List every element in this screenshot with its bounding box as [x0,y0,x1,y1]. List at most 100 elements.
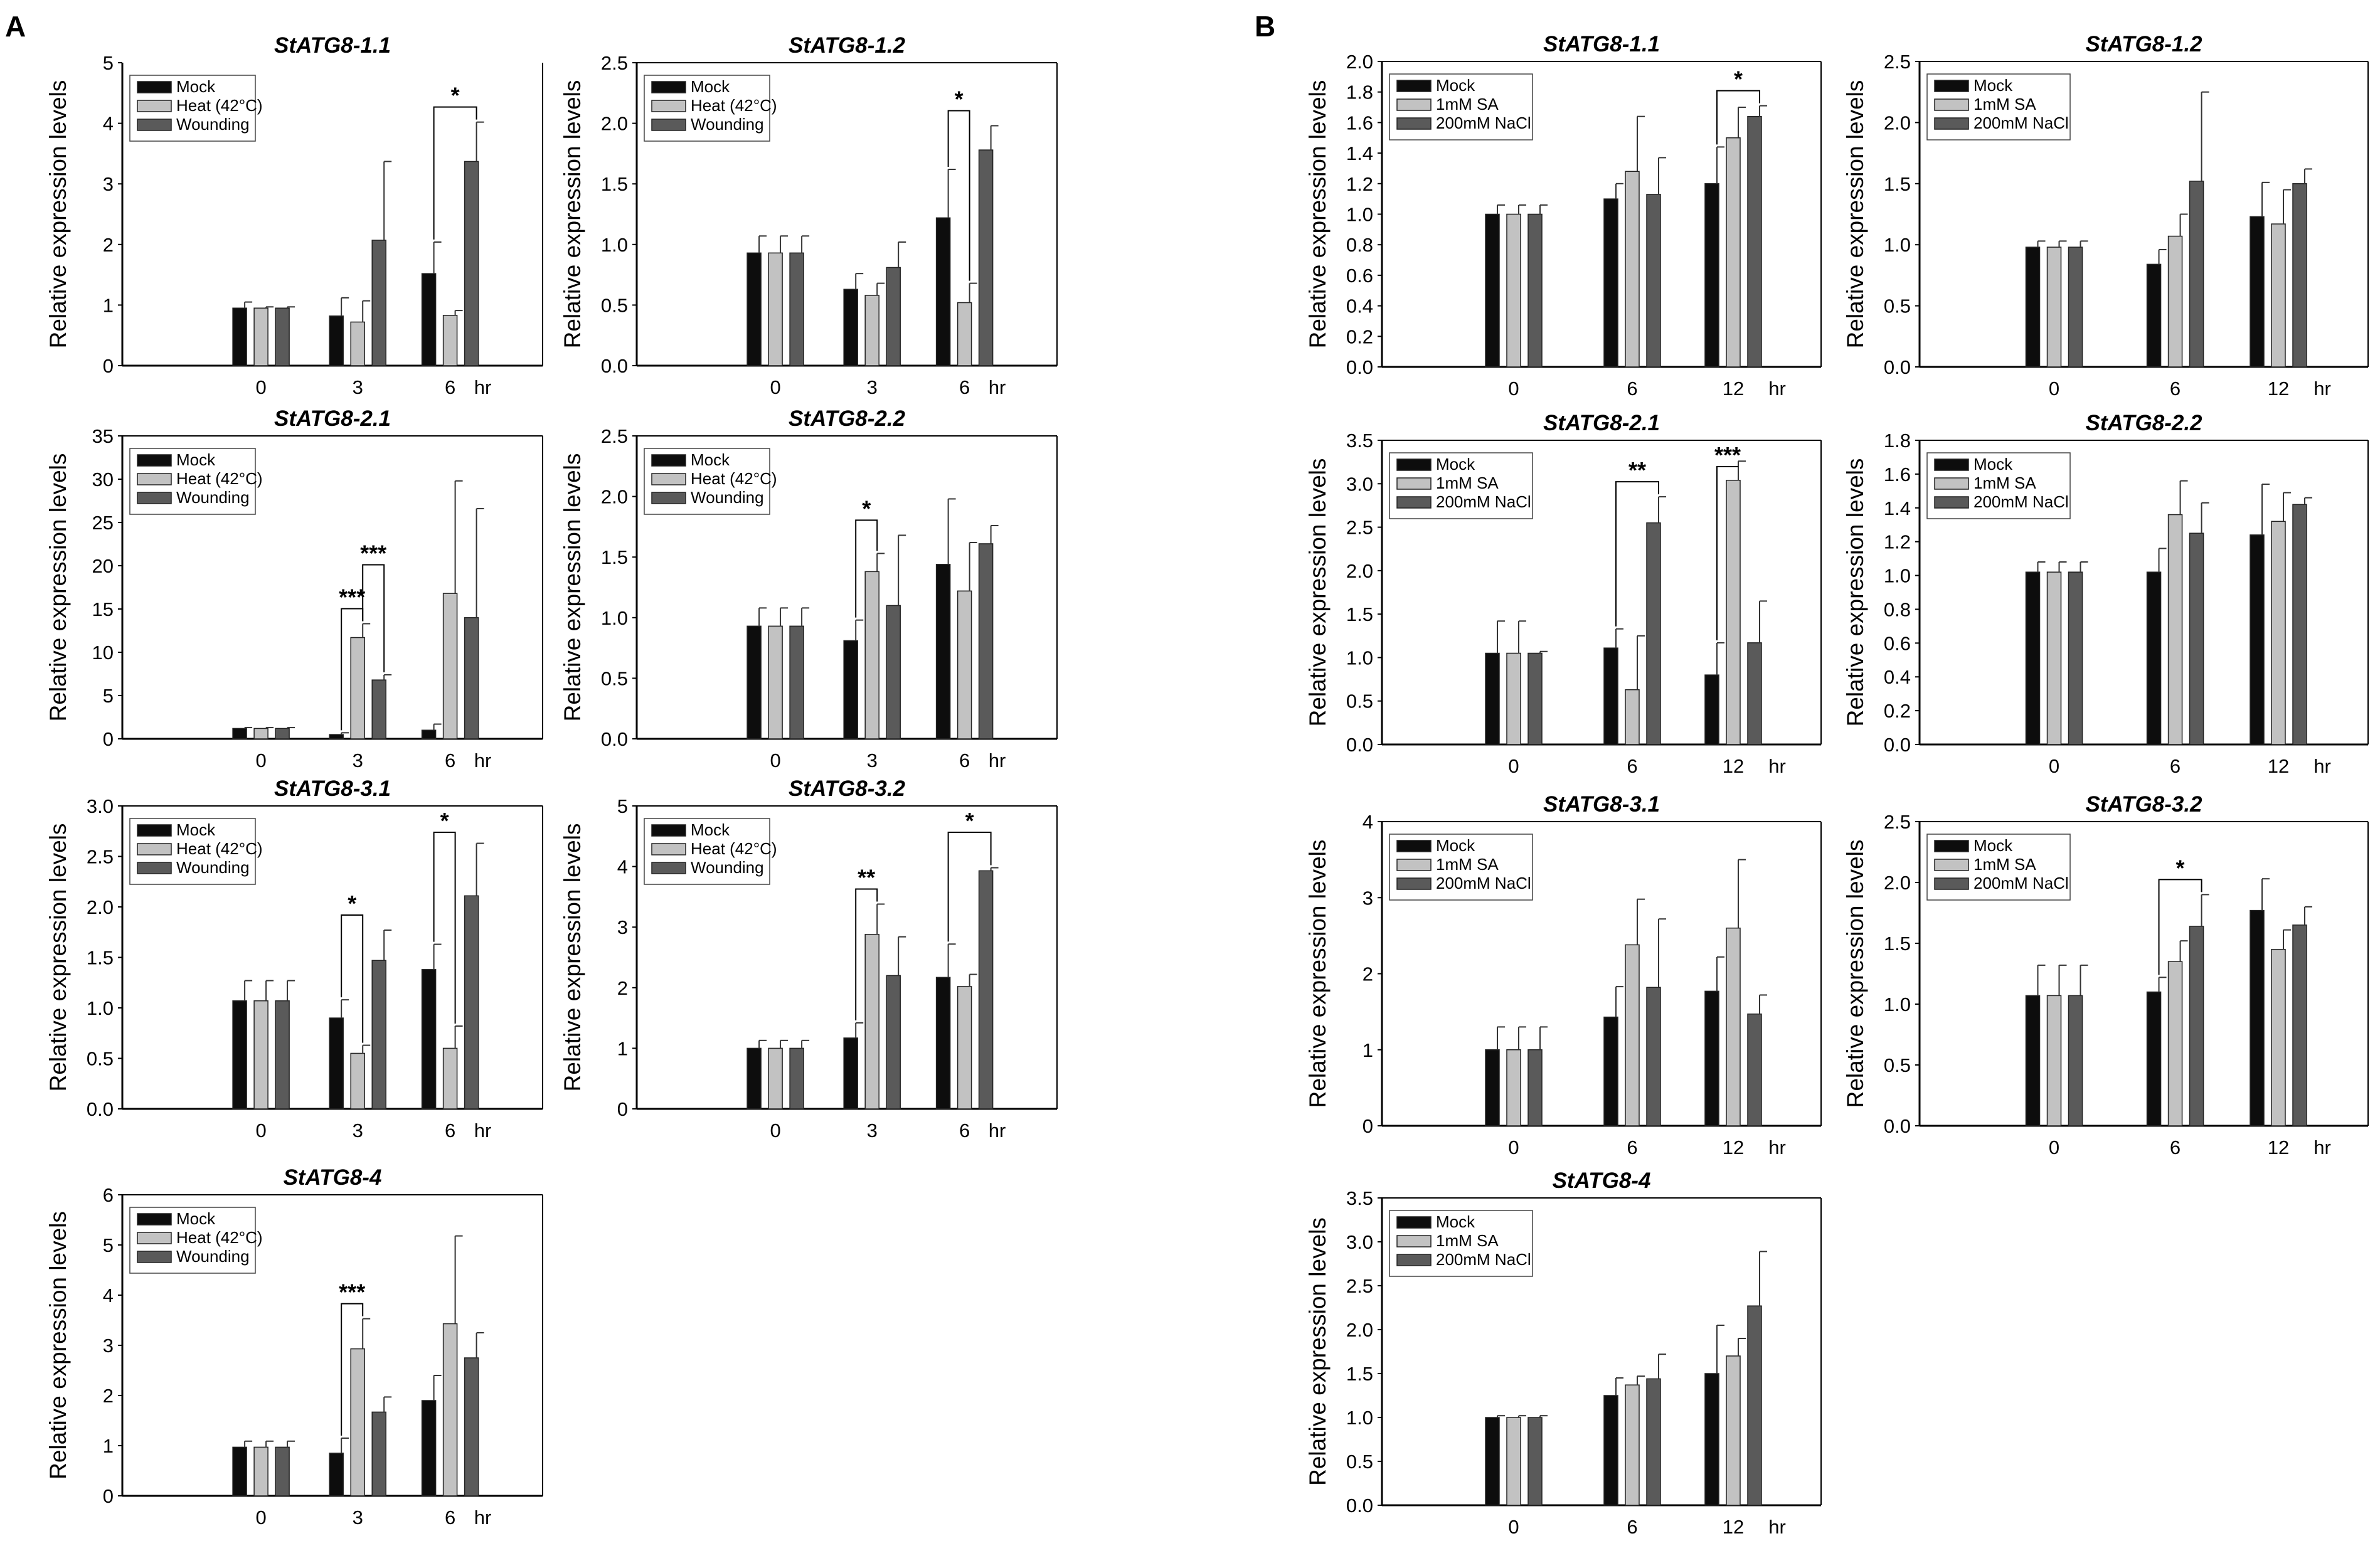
y-tick-label: 10 [92,642,114,664]
legend-label: Heat (42°C) [176,1228,263,1247]
bar-mock [843,640,858,739]
bar-wounding [275,307,290,366]
bar-mock [421,729,437,739]
y-tick-label: 2 [103,1385,114,1407]
legend-label: 1mM SA [1974,95,2036,114]
bar-wounding [371,679,386,739]
x-tick-label: 12 [2268,378,2289,400]
legend-label: Wounding [176,488,250,507]
y-axis-label: Relative expression levels [560,823,585,1092]
y-tick-label: 35 [92,425,114,447]
bar-1mm-sa [1625,689,1640,745]
x-axis-label: hr [474,376,492,398]
x-tick-label: 0 [770,749,780,771]
legend-swatch [1396,1254,1432,1266]
legend-swatch [1396,80,1432,92]
legend-swatch [1934,80,1969,92]
bar-mock [935,977,951,1109]
y-tick-label: 3.0 [1346,473,1373,495]
y-tick-label: 0 [103,1485,114,1507]
x-axis-label: hr [989,1120,1006,1141]
x-tick-label: 0 [255,749,266,771]
panel-label: B [1255,10,1275,43]
legend-swatch [1396,1235,1432,1247]
x-tick-label: 12 [1723,1516,1744,1538]
legend-label: Heat (42°C) [176,96,263,115]
chart-panel: StATG8-2.1 Relative expression levels 0 5 10… [45,406,543,771]
bar-200mm-nacl [1646,522,1661,745]
bar-heat-42-c- [442,593,458,739]
bar-1mm-sa [2167,961,2183,1126]
legend-label: Mock [1436,836,1475,855]
bar-wounding [978,870,994,1109]
bar-wounding [371,960,386,1109]
x-tick-label: 12 [1723,755,1744,777]
legend-swatch [651,81,686,93]
legend-label: Mock [691,77,730,96]
y-tick-label: 1.6 [1884,463,1911,485]
y-tick-label: 1.5 [87,947,114,969]
y-tick-label: 1.0 [1346,204,1373,226]
legend-label: Mock [1974,76,2013,95]
legend-label: Mock [1436,76,1475,95]
x-tick-label: 6 [445,749,455,771]
bar-wounding [464,895,479,1109]
bar-wounding [789,1047,804,1109]
y-tick-label: 2 [103,234,114,256]
significance-star: * [440,808,449,834]
x-axis-label: hr [2314,1136,2331,1158]
significance-star: *** [360,540,386,566]
bar-200mm-nacl [1646,987,1661,1126]
chart-title: StATG8-2.1 [1543,411,1660,435]
bar-200mm-nacl [1527,1417,1543,1506]
y-tick-label: 2.0 [601,113,628,135]
bar-200mm-nacl [2292,183,2307,368]
bar-1mm-sa [1726,928,1741,1126]
significance-star: ** [858,864,875,890]
chart-title: StATG8-3.2 [789,776,906,801]
x-tick-label: 3 [353,749,363,771]
bar-heat-42-c- [768,252,783,366]
y-tick-label: 1.5 [1884,933,1911,955]
bar-mock [329,734,344,739]
legend-label: 200mM NaCl [1974,492,2069,511]
bar-heat-42-c- [350,637,365,739]
y-tick-label: 6 [103,1184,114,1206]
y-tick-label: 0.2 [1346,326,1373,347]
bar-heat-42-c- [253,728,268,739]
legend-swatch [1934,859,1969,871]
x-tick-label: 6 [445,1507,455,1528]
x-tick-label: 12 [1723,378,1744,400]
legend-label: 200mM NaCl [1436,492,1531,511]
chart-panel: StATG8-1.1 Relative expression levels 0 1 2 3… [45,33,543,398]
legend-label: Mock [691,450,730,469]
x-tick-label: 3 [867,1120,878,1141]
chart-panel: StATG8-3.2 Relative expression levels 0.0 0… [1842,792,2369,1158]
bar-mock [1603,647,1618,745]
bar-mock [746,1047,762,1109]
legend-swatch [1934,840,1969,852]
y-tick-label: 3.5 [1346,1187,1373,1209]
x-axis-label: hr [989,749,1006,771]
bar-1mm-sa [2271,948,2286,1126]
bar-200mm-nacl [1747,1305,1762,1506]
y-tick-label: 1.4 [1346,142,1373,164]
legend-label: Wounding [691,488,764,507]
x-tick-label: 6 [2170,755,2181,777]
legend-label: 200mM NaCl [1436,1250,1531,1269]
bar-mock [329,315,344,366]
bar-wounding [275,1000,290,1109]
bar-mock [2146,991,2162,1126]
y-tick-label: 2.0 [87,896,114,918]
legend-swatch [137,492,172,504]
y-tick-label: 1.5 [601,546,628,568]
x-tick-label: 12 [1723,1136,1744,1158]
bar-wounding [886,605,901,739]
bar-heat-42-c- [768,1047,783,1109]
legend-swatch [1934,117,1969,130]
bar-mock [1485,213,1500,368]
legend-swatch [1934,477,1969,490]
legend-swatch [137,1251,172,1263]
y-tick-label: 3.0 [1346,1231,1373,1253]
y-tick-label: 0.0 [1346,734,1373,756]
